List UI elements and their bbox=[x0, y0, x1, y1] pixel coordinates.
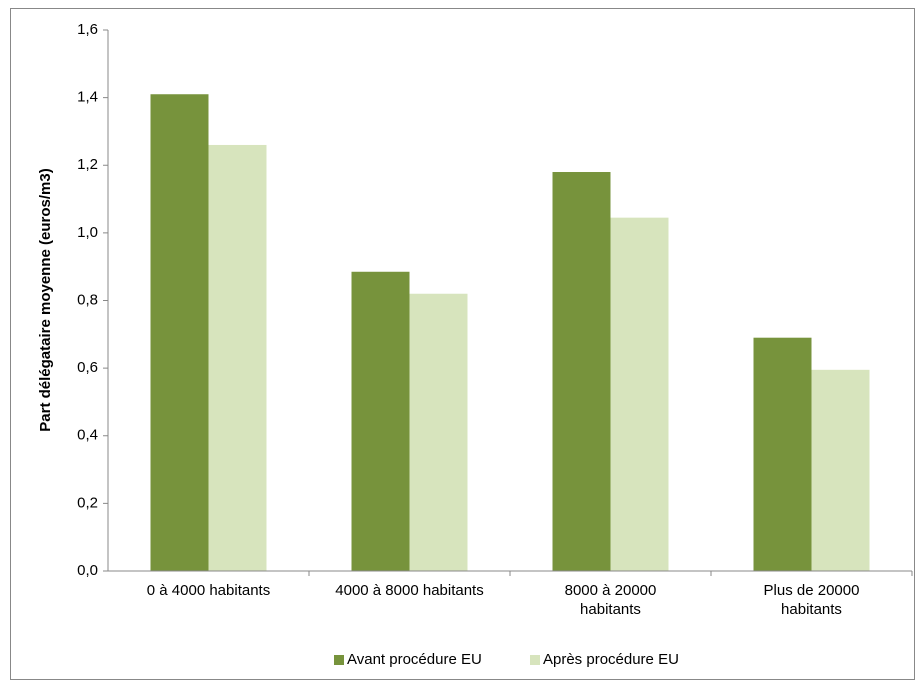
bar bbox=[552, 172, 611, 571]
y-tick-label: 1,0 bbox=[77, 224, 98, 241]
y-axis-title: Part délégataire moyenne (euros/m3) bbox=[37, 168, 54, 431]
y-tick-label: 1,4 bbox=[77, 89, 98, 106]
bar bbox=[150, 94, 209, 572]
legend-label: Avant procédure EU bbox=[347, 651, 482, 668]
legend-label: Après procédure EU bbox=[543, 651, 679, 668]
bar bbox=[610, 217, 669, 572]
bar bbox=[208, 144, 267, 571]
legend-swatch bbox=[530, 655, 540, 665]
y-tick-label: 1,2 bbox=[77, 156, 98, 173]
legend-swatch bbox=[334, 655, 344, 665]
bar bbox=[753, 337, 812, 571]
x-tick-label: 0 à 4000 habitants bbox=[146, 582, 271, 599]
y-tick-label: 0,4 bbox=[77, 427, 98, 444]
x-tick-label: 8000 à 20000 habitants bbox=[564, 582, 657, 618]
x-tick-label: 4000 à 8000 habitants bbox=[335, 582, 484, 599]
y-tick-label: 0,2 bbox=[77, 494, 98, 511]
bar bbox=[351, 271, 410, 571]
bar bbox=[811, 369, 870, 571]
y-tick-label: 0,0 bbox=[77, 562, 98, 579]
x-tick-label: Plus de 20000 habitants bbox=[763, 582, 860, 618]
y-tick-label: 1,6 bbox=[77, 21, 98, 38]
bar bbox=[409, 293, 468, 571]
y-tick-label: 0,6 bbox=[77, 359, 98, 376]
y-tick-label: 0,8 bbox=[77, 291, 98, 308]
